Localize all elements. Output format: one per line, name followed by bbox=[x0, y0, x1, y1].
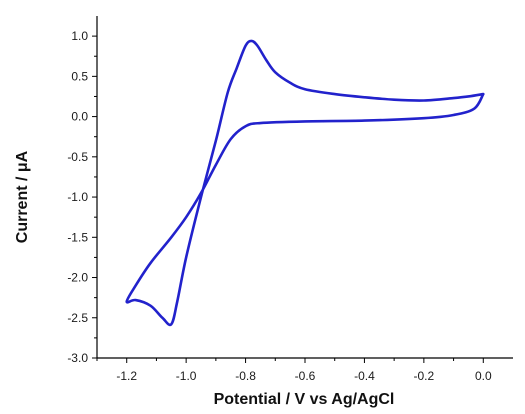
x-tick-label: 0.0 bbox=[475, 369, 492, 383]
y-tick-label: 0.5 bbox=[71, 69, 88, 83]
x-axis-ticks: -1.2 -1.0 -0.8 -0.6 -0.4 -0.2 0.0 bbox=[96, 358, 492, 383]
x-tick-label: -0.2 bbox=[414, 369, 435, 383]
cv-curve bbox=[125, 39, 485, 327]
y-tick-label: -0.5 bbox=[67, 150, 88, 164]
y-tick-label: -2.5 bbox=[67, 311, 88, 325]
y-tick-label: 0.0 bbox=[71, 110, 88, 124]
x-tick-label: -0.8 bbox=[235, 369, 256, 383]
y-tick-label: -3.0 bbox=[67, 351, 88, 365]
y-tick-label: -2.0 bbox=[67, 271, 88, 285]
x-axis-label: Potential / V vs Ag/AgCl bbox=[214, 391, 395, 408]
y-axis-ticks: 1.0 0.5 0.0 -0.5 -1.0 -1.5 -2.0 -2.5 -3.0 bbox=[67, 29, 97, 365]
y-tick-label: -1.0 bbox=[67, 190, 88, 204]
x-tick-label: -1.0 bbox=[176, 369, 197, 383]
x-tick-label: -0.6 bbox=[295, 369, 316, 383]
y-tick-label: 1.0 bbox=[71, 29, 88, 43]
x-tick-label: -1.2 bbox=[116, 369, 137, 383]
x-tick-label: -0.4 bbox=[354, 369, 375, 383]
y-axis-label: Current / μA bbox=[14, 150, 31, 243]
series-layer bbox=[125, 39, 485, 327]
y-tick-label: -1.5 bbox=[67, 230, 88, 244]
